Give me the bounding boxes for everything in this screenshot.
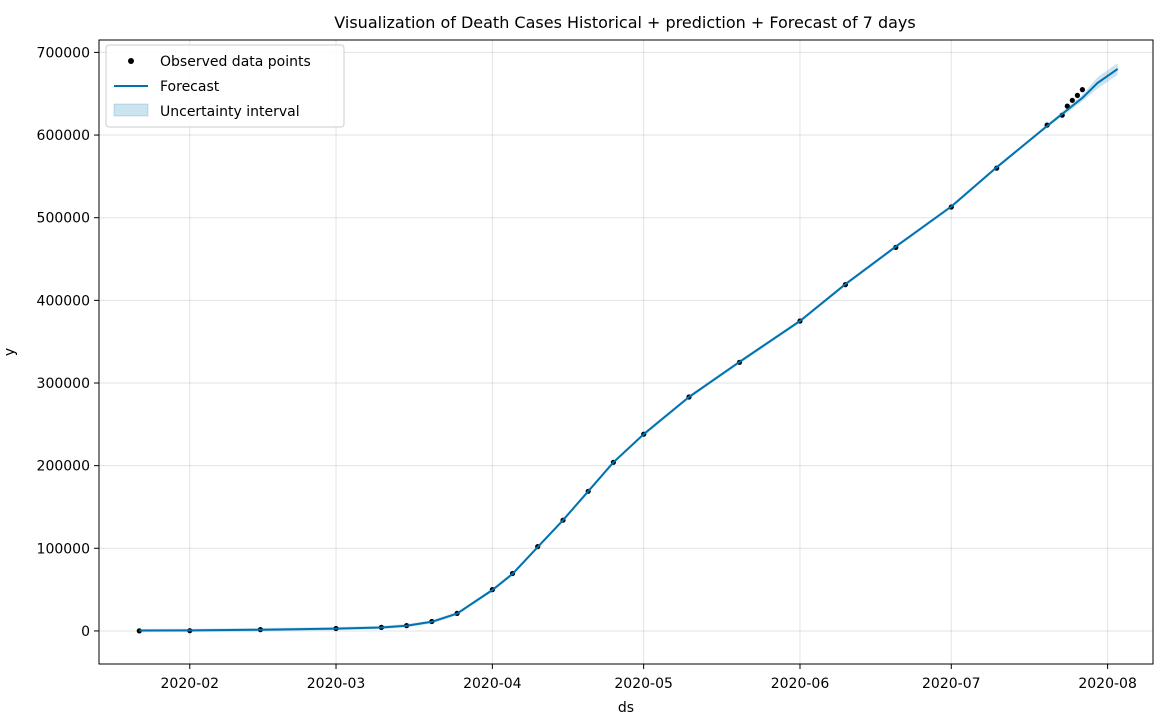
legend-observed-label: Observed data points [160, 54, 311, 70]
legend-box [105, 44, 345, 128]
legend-forecast-label: Forecast [160, 79, 220, 95]
x-axis: 2020-02 2020-03 2020-04 2020-05 2020-06 2020-… [161, 664, 1137, 692]
chart-title: Visualization of Death Cases Historical … [334, 13, 915, 32]
x-axis-label: ds [618, 700, 634, 716]
y-tick-label: 600000 [37, 128, 90, 144]
legend-interval-swatch [113, 103, 149, 117]
y-tick-label: 700000 [37, 45, 90, 61]
observed-point [1069, 97, 1075, 103]
legend-observed-marker [128, 58, 134, 64]
y-axis-label: y [2, 348, 18, 356]
x-tick-label: 2020-05 [614, 676, 673, 692]
forecast-series [139, 68, 1119, 632]
legend-interval-label: Uncertainty interval [160, 104, 300, 120]
y-tick-label: 300000 [37, 376, 90, 392]
y-tick-label: 100000 [37, 541, 90, 557]
observed-point [1064, 103, 1070, 109]
y-tick-label: 400000 [37, 293, 90, 309]
y-tick-label: 500000 [37, 211, 90, 227]
x-tick-label: 2020-03 [307, 676, 366, 692]
x-tick-label: 2020-02 [161, 676, 220, 692]
y-tick-label: 200000 [37, 459, 90, 475]
y-axis: 0 100000 200000 300000 400000 500000 600000 700… [37, 45, 99, 640]
forecast-line [139, 68, 1119, 632]
x-tick-label: 2020-06 [771, 676, 830, 692]
y-tick-label: 0 [81, 624, 90, 640]
plot-frame [98, 39, 1154, 665]
grid [99, 40, 1153, 664]
legend: Observed data points Forecast Uncertaint… [105, 44, 345, 128]
x-tick-label: 2020-08 [1078, 676, 1137, 692]
x-tick-label: 2020-07 [922, 676, 981, 692]
observed-point [1079, 87, 1085, 93]
x-tick-label: 2020-04 [463, 676, 522, 692]
observed-point [1074, 92, 1080, 98]
